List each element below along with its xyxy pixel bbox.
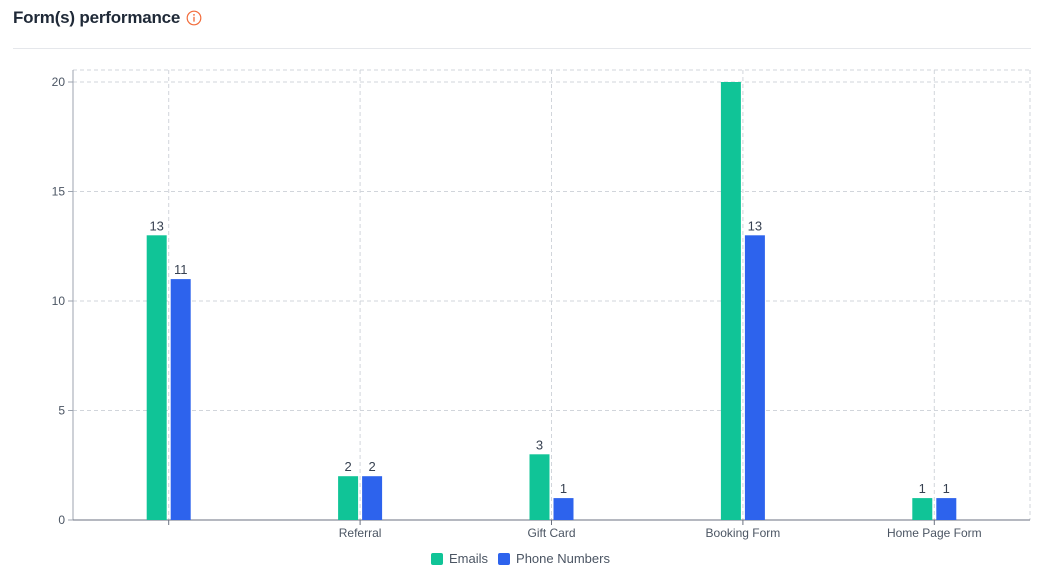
info-icon[interactable]	[186, 10, 202, 26]
bar-phone-numbers	[362, 476, 383, 520]
legend-label-phone-numbers: Phone Numbers	[516, 551, 610, 566]
data-label: 2	[344, 459, 351, 474]
y-tick-label: 10	[52, 294, 66, 308]
bar-phone-numbers	[553, 498, 574, 520]
x-tick-label: Gift Card	[527, 526, 575, 540]
bar-emails	[912, 498, 933, 520]
bar-emails	[529, 454, 550, 520]
header-divider	[13, 48, 1031, 49]
legend-item-phone-numbers[interactable]: Phone Numbers	[498, 551, 610, 566]
chart-header: Form(s) performance	[13, 6, 202, 30]
bar-phone-numbers	[936, 498, 957, 520]
legend-swatch-emails	[431, 552, 444, 565]
data-label: 13	[748, 218, 762, 233]
bar-phone-numbers	[170, 279, 191, 520]
page-title: Form(s) performance	[13, 8, 181, 27]
y-tick-label: 5	[58, 404, 65, 418]
data-label: 2	[368, 459, 375, 474]
bar-phone-numbers	[744, 235, 765, 521]
x-tick-label: Referral	[339, 526, 382, 540]
legend-item-emails[interactable]: Emails	[431, 551, 488, 566]
data-label: 11	[174, 262, 188, 277]
x-tick-label: Home Page Form	[887, 526, 982, 540]
data-label: 3	[536, 437, 543, 452]
data-label: 1	[919, 481, 926, 496]
legend-label-emails: Emails	[449, 551, 489, 566]
data-label: 1	[943, 481, 950, 496]
data-label: 1	[560, 481, 567, 496]
y-tick-label: 0	[58, 513, 65, 527]
bar-emails	[720, 82, 741, 520]
y-tick-label: 20	[52, 75, 66, 89]
y-tick-label: 15	[52, 185, 66, 199]
data-label: 13	[149, 218, 163, 233]
chart-legend: Emails Phone Numbers	[0, 551, 1041, 566]
bar-emails	[146, 235, 167, 521]
x-tick-label: Booking Form	[706, 526, 781, 540]
bar-emails	[338, 476, 359, 520]
legend-swatch-phone-numbers	[498, 552, 511, 565]
